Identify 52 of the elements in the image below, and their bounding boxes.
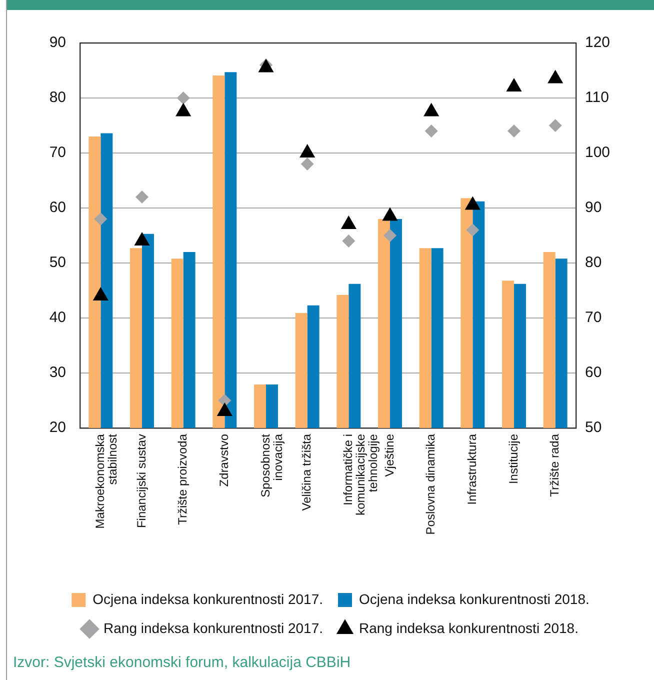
- y2-tick-label: 110: [585, 89, 609, 106]
- y2-tick-label: 80: [585, 254, 602, 272]
- point: [464, 196, 480, 210]
- x-tick-label: Sposobnost inovacija: [258, 433, 285, 498]
- x-tick-label: Infrastruktura: [464, 434, 479, 505]
- point: [506, 78, 522, 92]
- text: Izvor: Svjetski ekonomski forum, kalkulacija CBBiH: [13, 654, 351, 671]
- x-tick-label: Poslovna dinamika: [424, 434, 438, 535]
- point: [384, 229, 396, 242]
- point: [300, 158, 314, 170]
- point: [382, 207, 398, 221]
- point: [424, 102, 440, 116]
- point: [424, 124, 438, 138]
- point: [218, 394, 232, 407]
- y-tick-label: 20: [49, 419, 66, 436]
- y2-tick-label: 60: [585, 364, 602, 382]
- legend-label: Rang indeksa konkurentnosti 2017.: [104, 620, 324, 636]
- y2-tick-label: 100: [585, 144, 610, 162]
- x-tick-label: Institucije: [506, 434, 520, 484]
- point: [134, 232, 150, 246]
- y-tick-label: 40: [49, 309, 66, 326]
- point: [340, 216, 356, 229]
- y-tick-label: 70: [49, 144, 66, 162]
- x-tick-label: Vještine: [382, 434, 396, 477]
- x-tick-label: Tržište proizvoda: [176, 434, 190, 525]
- y-tick-label: 60: [49, 199, 66, 216]
- y-tick-label: 80: [49, 89, 66, 106]
- legend-label: Ocjena indeksa konkurentnosti 2017.: [92, 590, 324, 607]
- y2-tick-label: 50: [585, 419, 602, 436]
- x-tick-label: Makroekonomska stabilnost: [92, 433, 120, 529]
- x-tick-label: Zdravstvo: [216, 434, 231, 487]
- point: [508, 124, 520, 138]
- point: [466, 224, 480, 236]
- x-tick-label: Tržište rada: [548, 434, 562, 497]
- x-tick-label: Financijski sustav: [134, 434, 148, 528]
- point: [300, 144, 316, 158]
- x-tick-label: Informatičke i komunikacijske tehnologije: [340, 434, 380, 516]
- point: [548, 70, 564, 84]
- y2-tick-label: 120: [585, 34, 610, 52]
- point: [136, 190, 148, 204]
- point: [176, 102, 192, 116]
- point: [548, 119, 562, 132]
- y2-tick-label: 70: [585, 309, 602, 326]
- y2-tick-label: 90: [585, 199, 602, 216]
- legend-label: Ocjena indeksa konkurentnosti 2018.: [359, 590, 590, 607]
- y-tick-label: 90: [49, 34, 66, 52]
- x-tick-label: Veličina tržišta: [300, 434, 314, 511]
- y-tick-label: 50: [49, 254, 66, 272]
- point: [342, 234, 356, 248]
- point: [94, 212, 108, 226]
- y-tick-label: 30: [49, 364, 66, 382]
- legend-label: Rang indeksa konkurentnosti 2018.: [359, 620, 578, 636]
